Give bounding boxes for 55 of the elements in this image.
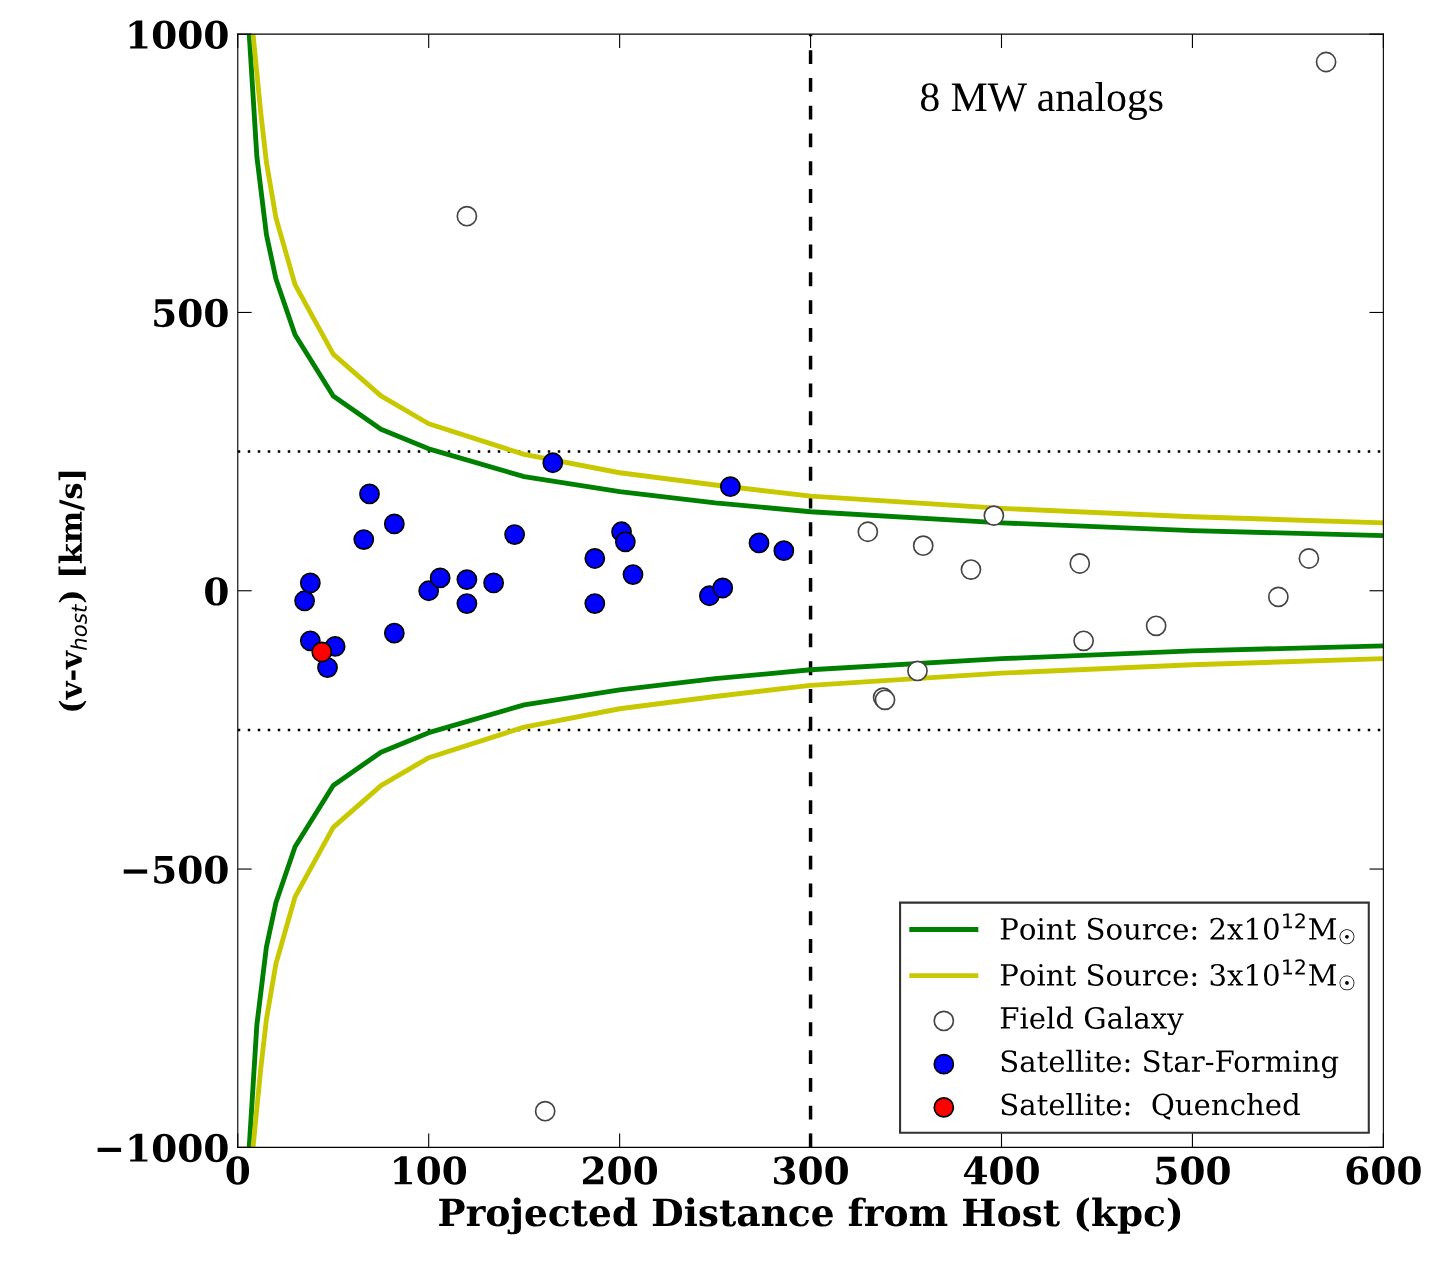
x-tick-label: 100 xyxy=(394,1156,467,1185)
y-tick-label: −1000 xyxy=(97,1133,228,1163)
point xyxy=(719,476,741,498)
point xyxy=(748,532,770,554)
legend-label: Satellite: Star-Forming xyxy=(1001,1049,1339,1079)
point xyxy=(857,521,879,543)
point xyxy=(294,590,315,612)
point xyxy=(1145,615,1167,637)
x-tick-label: 300 xyxy=(774,1156,848,1185)
point xyxy=(359,483,380,505)
x-tick-label: 0 xyxy=(226,1156,250,1185)
y-tick-label: 500 xyxy=(154,298,228,328)
point xyxy=(960,559,982,581)
legend-label: Satellite: Quenched xyxy=(1001,1092,1300,1120)
point xyxy=(712,577,734,599)
point xyxy=(418,580,440,602)
point xyxy=(383,513,405,535)
point xyxy=(534,1100,556,1122)
point xyxy=(1267,586,1289,608)
point xyxy=(1315,51,1337,73)
point xyxy=(907,660,928,682)
point xyxy=(299,572,321,594)
x-tick-label: 200 xyxy=(583,1156,658,1185)
point xyxy=(542,452,564,474)
point xyxy=(584,548,606,569)
point xyxy=(983,505,1005,527)
point xyxy=(614,531,636,553)
point xyxy=(1069,553,1091,574)
x-tick-label: 600 xyxy=(1346,1156,1421,1185)
point xyxy=(456,205,478,227)
y-tick-label: 1000 xyxy=(129,20,228,49)
legend-label: Field Galaxy xyxy=(1000,1006,1184,1036)
point xyxy=(622,564,644,586)
x-tick-label: 400 xyxy=(963,1156,1039,1185)
point xyxy=(1298,548,1320,569)
x-tick-label: 500 xyxy=(1156,1156,1230,1185)
point xyxy=(429,567,451,589)
y-tick-label: −500 xyxy=(123,855,228,884)
legend-label: Point Source: 3x10$^{12}$M$_{☉}$ xyxy=(1000,959,1355,991)
point xyxy=(912,535,934,557)
y-tick-label: 0 xyxy=(205,577,228,606)
point xyxy=(383,622,405,644)
point xyxy=(353,529,375,550)
point xyxy=(311,641,333,663)
point xyxy=(483,572,505,594)
annotation: 8 MW analogs xyxy=(920,82,1163,120)
legend-label: Point Source: 2x10$^{12}$M$_{☉}$ xyxy=(1000,913,1355,945)
point xyxy=(773,540,795,562)
point xyxy=(1073,630,1095,652)
point xyxy=(584,593,606,614)
y-axis-title: (v-v$_{host}$) [km/s] xyxy=(58,471,88,711)
point xyxy=(456,569,478,591)
point xyxy=(456,593,478,614)
point xyxy=(504,524,526,545)
x-axis-title: Projected Distance from Host (kpc) xyxy=(439,1197,1181,1235)
